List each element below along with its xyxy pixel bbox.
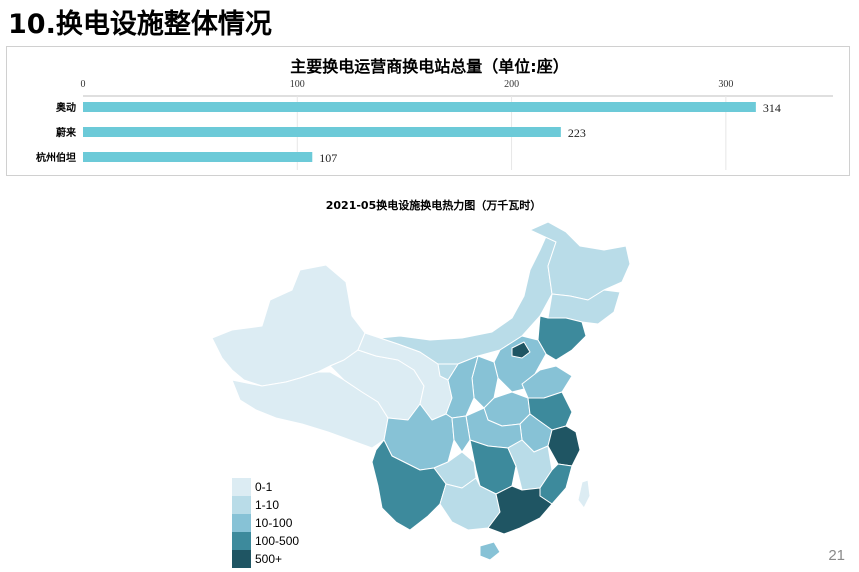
legend-swatch xyxy=(232,514,251,532)
category-label: 奥动 xyxy=(56,101,76,114)
region-taiwan xyxy=(577,479,591,509)
legend-label: 10-100 xyxy=(255,516,293,530)
chart-title: 主要换电运营商换电站总量（单位:座） xyxy=(290,57,569,76)
legend-label: 0-1 xyxy=(255,480,273,494)
legend-item: 500+ xyxy=(232,550,299,568)
bar-value-label: 223 xyxy=(568,126,586,140)
bar xyxy=(83,127,561,137)
map-title: 2021-05换电设施换电热力图（万千瓦时） xyxy=(325,199,542,212)
slide-title: 10.换电设施整体情况 xyxy=(8,9,272,40)
bar xyxy=(83,102,756,112)
legend-label: 1-10 xyxy=(255,498,280,512)
bar-value-label: 107 xyxy=(319,151,337,165)
category-label: 杭州伯坦 xyxy=(36,151,76,164)
region-hainan xyxy=(479,541,501,561)
region-chongqing xyxy=(451,415,471,453)
bar xyxy=(83,152,313,162)
region-guangdong xyxy=(487,485,553,535)
x-tick-label: 0 xyxy=(81,79,86,90)
legend-swatch xyxy=(232,550,251,568)
region-beijing xyxy=(511,341,531,359)
legend-item: 100-500 xyxy=(232,532,299,550)
legend-label: 100-500 xyxy=(255,534,300,548)
legend-item: 0-1 xyxy=(232,478,299,496)
x-tick-label: 300 xyxy=(718,79,733,90)
x-tick-label: 200 xyxy=(504,79,519,90)
bar-chart-panel xyxy=(6,46,850,176)
region-yunnan xyxy=(371,439,447,531)
legend-label: 500+ xyxy=(255,552,283,566)
region-zhejiang xyxy=(547,425,581,467)
page-number: 21 xyxy=(828,547,845,564)
legend-item: 1-10 xyxy=(232,496,299,514)
category-label: 蔚来 xyxy=(56,126,77,139)
legend-swatch xyxy=(232,478,251,496)
bar-chart: 0 100 200 300 奥动 314 蔚来 223 杭州伯坦 107 xyxy=(36,79,833,170)
map-legend: 0-1 1-10 10-100 100-500 500+ xyxy=(232,478,299,568)
region-heilongjiang xyxy=(529,221,631,301)
legend-swatch xyxy=(232,496,251,514)
bar-value-label: 314 xyxy=(763,101,781,115)
legend-swatch xyxy=(232,532,251,550)
region-ningxia xyxy=(437,363,459,381)
x-tick-label: 100 xyxy=(290,79,305,90)
legend-item: 10-100 xyxy=(232,514,299,532)
